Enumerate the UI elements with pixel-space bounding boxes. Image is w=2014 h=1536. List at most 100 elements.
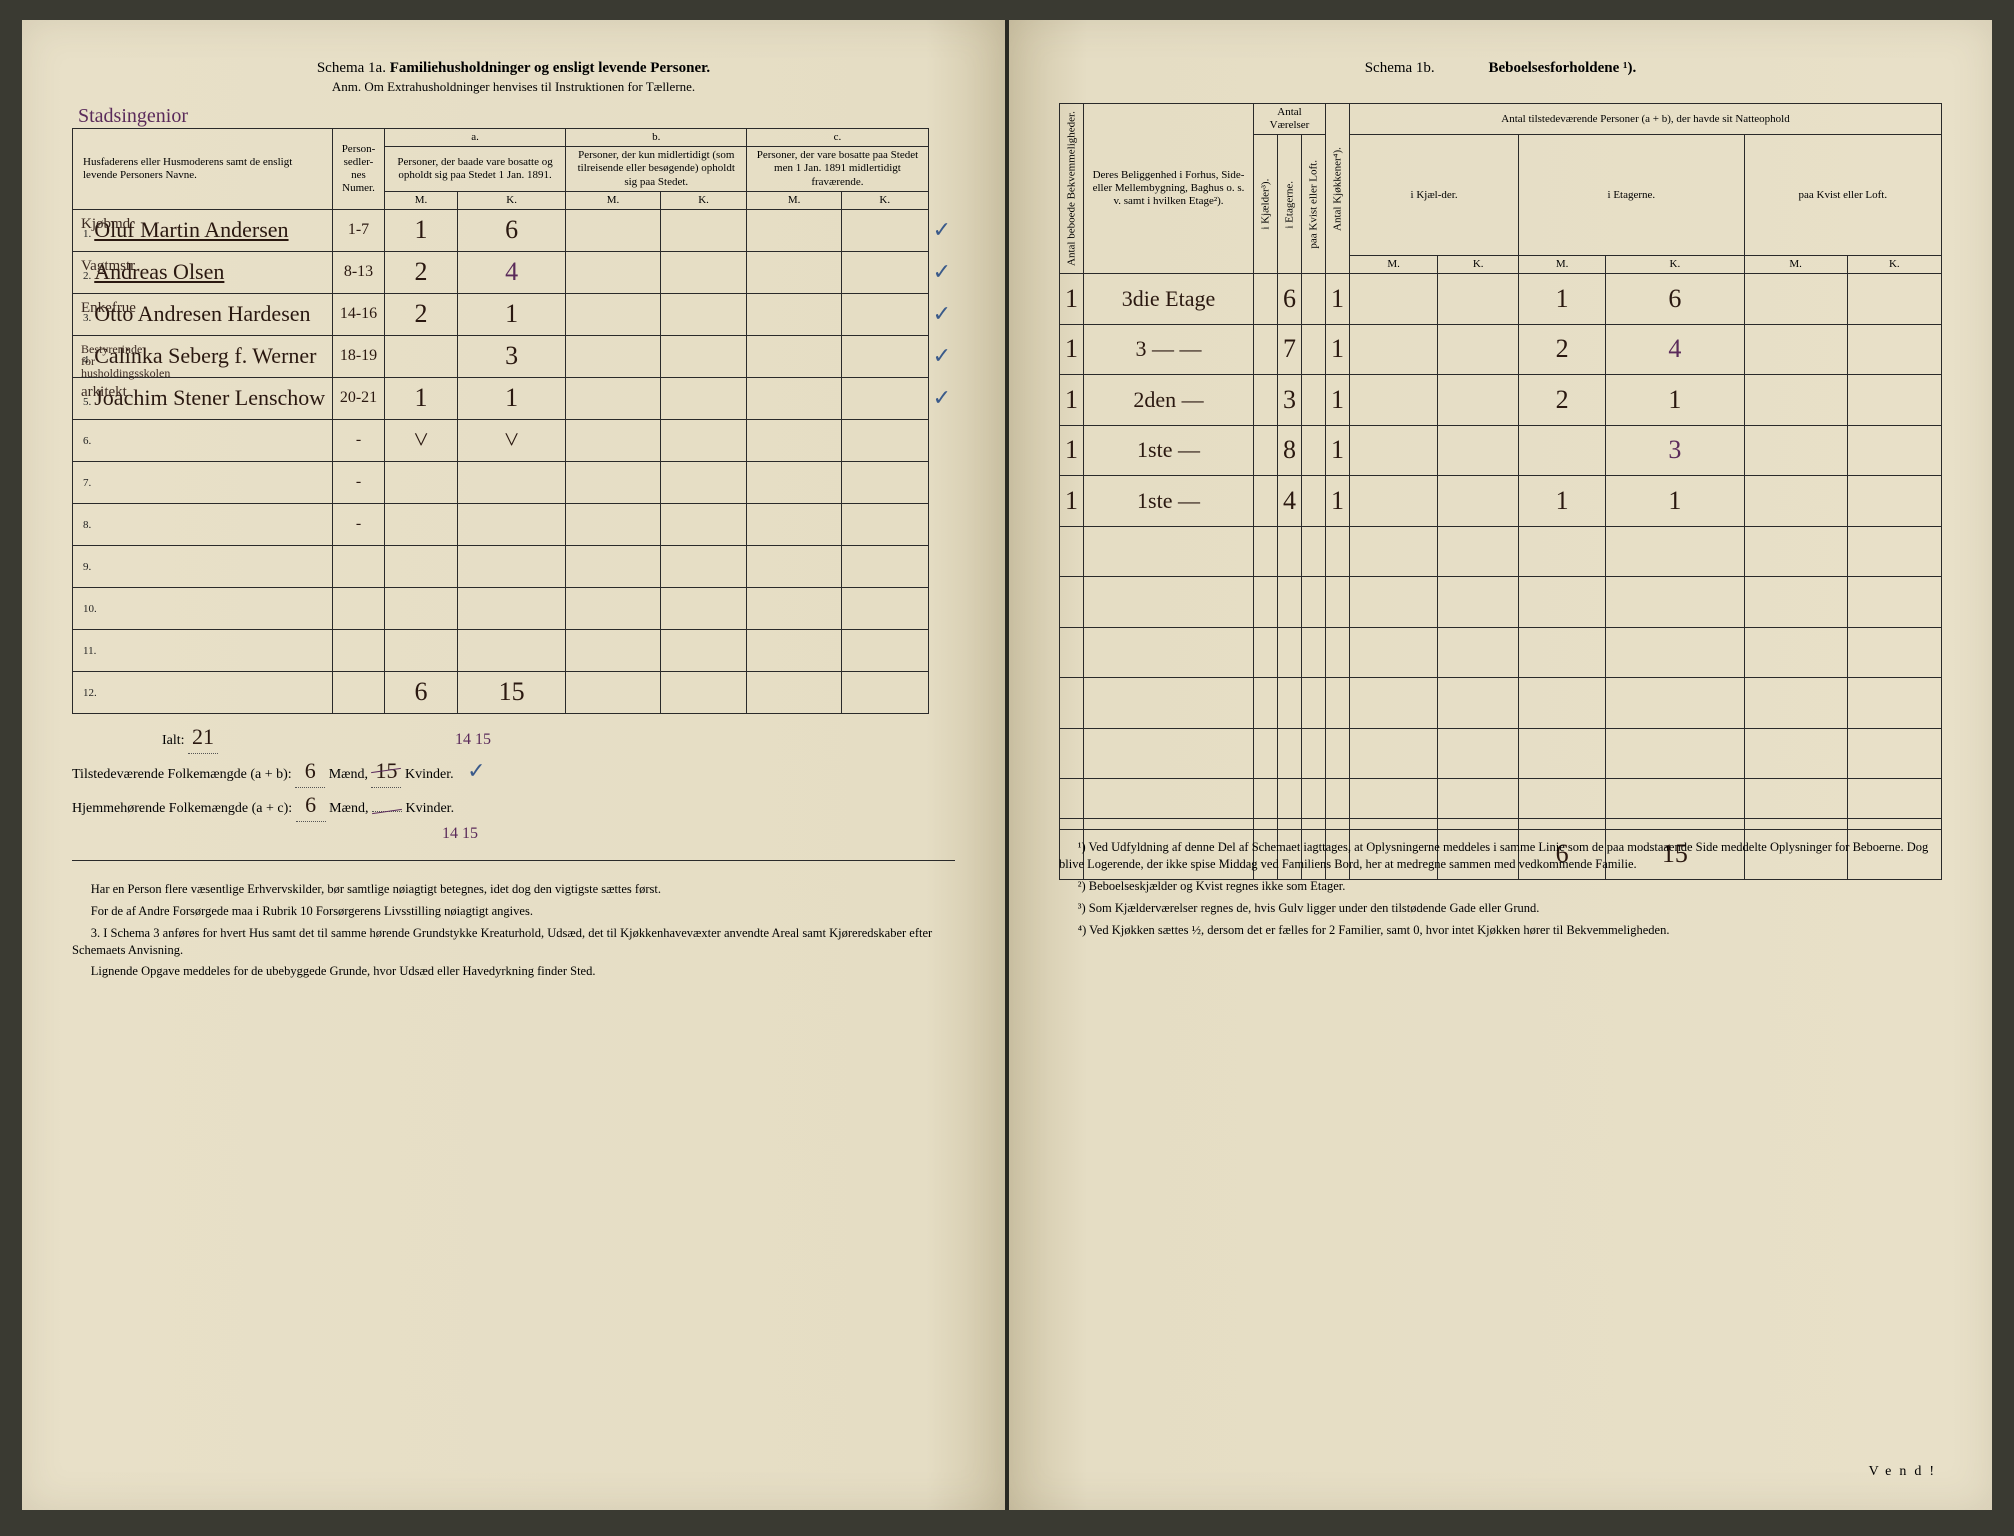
table-row: 8. -	[73, 503, 956, 545]
sec-b-text: Personer, der kun midlertidigt (som tilr…	[566, 147, 747, 192]
nv-k	[1847, 274, 1941, 325]
table-row	[1060, 728, 1942, 779]
hjemme-k-scratch	[372, 811, 402, 812]
col-v-etag: i Etagerne.	[1278, 135, 1302, 274]
table-row: 11ste —813	[1060, 425, 1942, 476]
c-k-val	[841, 293, 928, 335]
row-check: ✓	[928, 251, 955, 293]
bekv: 1	[1060, 375, 1084, 426]
row-num: 10.	[83, 603, 97, 615]
census-book-spread: Schema 1a. Familiehusholdninger og ensli…	[22, 20, 1992, 1510]
kvinder-label: Kvinder.	[405, 767, 454, 782]
row-num: 6.	[83, 435, 91, 447]
b-m-val	[566, 251, 661, 293]
sec-c-text: Personer, der vare bosatte paa Stedet me…	[747, 147, 928, 192]
row-check: ✓	[928, 293, 955, 335]
totals-check: ✓	[467, 758, 485, 783]
sm-tick: ˅	[458, 419, 566, 461]
ne-k: 3	[1606, 425, 1744, 476]
margin-occupation-top: Stadsingenior	[78, 105, 955, 128]
a-k-val: 4	[458, 251, 566, 293]
footnote-4: ⁴) Ved Kjøkken sættes ½, dersom det er f…	[1059, 922, 1942, 939]
seddel-num: -	[333, 503, 385, 545]
row-num: 8.	[83, 519, 91, 531]
col-n-kvist: paa Kvist eller Loft.	[1744, 135, 1941, 255]
bekv: 1	[1060, 425, 1084, 476]
tilstede-label: Tilstedeværende Folkemængde (a + b):	[72, 767, 292, 782]
row-num: 9.	[83, 561, 91, 573]
b-m-val	[566, 377, 661, 419]
row-check: ✓	[928, 209, 955, 251]
nk-k	[1438, 274, 1519, 325]
seddel-num: 14-16	[333, 293, 385, 335]
table-row: 11ste —4111	[1060, 476, 1942, 527]
table-row: 12den —3121	[1060, 375, 1942, 426]
nv-m: M.	[1744, 255, 1847, 273]
c-k-val	[841, 209, 928, 251]
left-title: Schema 1a. Familiehusholdninger og ensli…	[72, 60, 955, 77]
c-m-val	[747, 209, 842, 251]
table-row: 6.-˅˅	[73, 419, 956, 461]
col-n-etag: i Etagerne.	[1519, 135, 1745, 255]
foot-3-body: anføres for hvert Hus samt det til samme…	[72, 926, 932, 957]
location: 1ste —	[1084, 425, 1254, 476]
col-bekv: Antal beboede Bekvemmeligheder.	[1060, 104, 1084, 274]
table-row: Kjøbmd1. Oluf Martin Andersen1-716✓	[73, 209, 956, 251]
a-k-val: 1	[458, 293, 566, 335]
vend-label: Vend!	[1059, 1434, 1942, 1480]
a-k: K.	[458, 191, 566, 209]
schema-1b-body: 13die Etage6116 13 — —7124 12den —3121 1…	[1060, 274, 1942, 880]
row-check: ✓	[928, 335, 955, 377]
separator	[72, 860, 955, 861]
table-row	[1060, 627, 1942, 678]
a-k-val: 6	[458, 209, 566, 251]
kjok: 1	[1326, 476, 1350, 527]
nv-k: K.	[1847, 255, 1941, 273]
foot-1: Har en Person flere væsentlige Erhvervsk…	[72, 881, 955, 898]
separator	[1059, 818, 1942, 819]
sec-a-label: a.	[385, 129, 566, 147]
a-m-val: 2	[385, 251, 458, 293]
correction-top: 14 15	[455, 731, 491, 748]
a-m: M.	[385, 191, 458, 209]
a-m-val: 1	[385, 377, 458, 419]
schema-1a-label: Schema 1a.	[317, 60, 386, 76]
location: 3 — —	[1084, 324, 1254, 375]
v-et: 6	[1278, 274, 1302, 325]
occupation: Bestyrerinde for husholdingsskolen	[81, 343, 129, 379]
sec-b-label: b.	[566, 129, 747, 147]
col-total-k: 15	[458, 671, 566, 713]
table-row: arkitekt5. Joachim Stener Lenschow20-211…	[73, 377, 956, 419]
right-footnotes: ¹) Ved Udfyldning af denne Del af Schema…	[1059, 839, 1942, 943]
schema-1b-title: Beboelsesforholdene ¹).	[1488, 60, 1636, 76]
col-n-kjael: i Kjæl-der.	[1350, 135, 1519, 255]
ialt-label: Ialt:	[162, 733, 185, 748]
schema-1b-table: Antal beboede Bekvemmeligheder. Deres Be…	[1059, 103, 1942, 778]
kjok: 1	[1326, 375, 1350, 426]
maend-label2: Mænd,	[329, 801, 368, 816]
col-natte: Antal tilstedeværende Personer (a + b), …	[1350, 104, 1942, 135]
nk-m	[1350, 274, 1438, 325]
row-num: 11.	[83, 645, 96, 657]
table-row	[1060, 678, 1942, 729]
col-names: Husfaderens eller Husmoderens samt de en…	[73, 129, 333, 210]
table-row: 7.-	[73, 461, 956, 503]
ne-m: 1	[1519, 274, 1606, 325]
nv-m	[1744, 274, 1847, 325]
a-k-val: 3	[458, 335, 566, 377]
b-m-val	[566, 293, 661, 335]
v-ke	[1254, 274, 1278, 325]
c-k-val	[841, 377, 928, 419]
row-num: 7.	[83, 477, 91, 489]
sec-c-label: c.	[747, 129, 928, 147]
col-v-kjael: i Kjælder³).	[1254, 135, 1278, 274]
table-row	[1060, 779, 1942, 830]
check-col	[928, 129, 955, 210]
schema-1a-body: Kjøbmd1. Oluf Martin Andersen1-716✓ Vagt…	[73, 209, 956, 713]
c-m-val	[747, 335, 842, 377]
col-kjok: Antal Kjøkkener⁴).	[1326, 104, 1350, 274]
ne-k: K.	[1606, 255, 1744, 273]
table-row: 11.	[73, 629, 956, 671]
v-et: 3	[1278, 375, 1302, 426]
c-m-val	[747, 251, 842, 293]
